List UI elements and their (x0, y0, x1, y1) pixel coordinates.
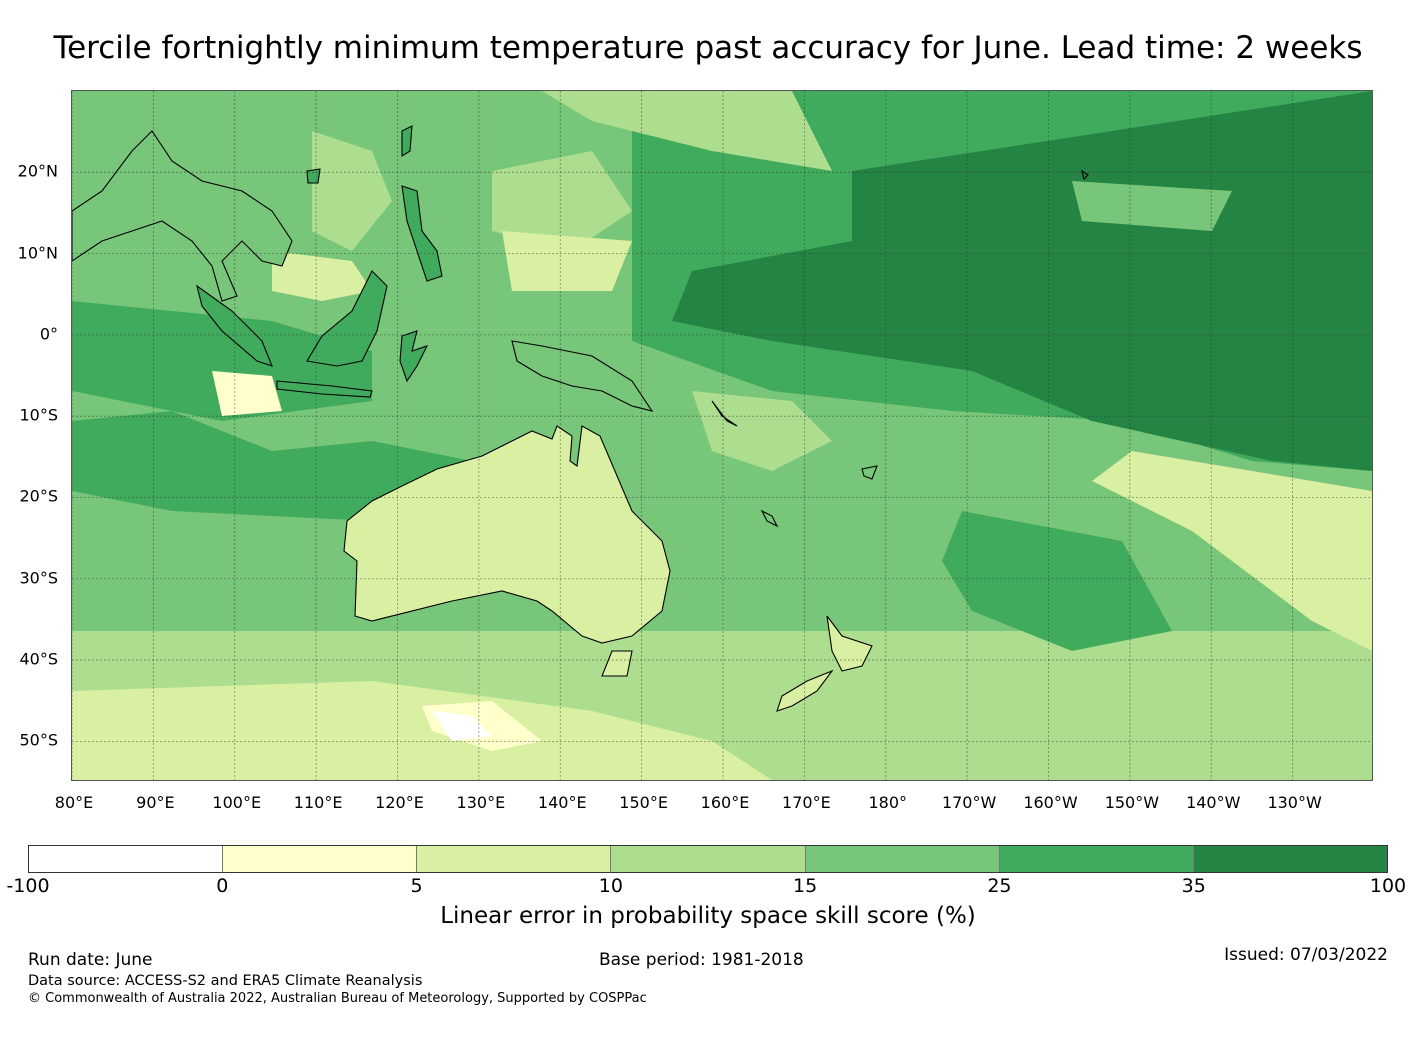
colorbar-tick: 25 (987, 875, 1012, 897)
base-period: Base period: 1981-2018 (599, 950, 804, 970)
map-title: Tercile fortnightly minimum temperature … (53, 30, 1363, 66)
colorbar-tick: 5 (410, 875, 423, 897)
philippine-sea-patch (492, 151, 632, 251)
solomon-islands (711, 400, 738, 427)
sulawesi (399, 330, 429, 383)
lon-label-130e: 130°E (456, 793, 506, 812)
lat-label-50s: 50°S (19, 730, 58, 750)
fiji (861, 465, 878, 480)
colorbar-label: Linear error in probability space skill … (440, 903, 976, 929)
colorbar-tick: 15 (793, 875, 818, 897)
java (276, 380, 373, 398)
philippines (401, 185, 443, 282)
lat-label-40s: 40°S (19, 649, 58, 669)
southern-ocean-negative (432, 711, 492, 741)
skill-score-map (71, 90, 1373, 781)
lat-label-30s: 30°S (19, 568, 58, 588)
colorbar-segment (1193, 846, 1387, 872)
colorbar-tick: 100 (1369, 875, 1407, 897)
new-zealand-north (826, 615, 873, 672)
graticule (72, 91, 1372, 780)
southern-ocean-low (72, 681, 772, 780)
lon-label-140w: 140°W (1186, 793, 1241, 812)
colorbar-tick: 0 (216, 875, 229, 897)
south-china-sea-patch (272, 251, 372, 301)
colorbar-tick: -100 (6, 875, 50, 897)
colorbar-tick: 10 (598, 875, 623, 897)
colorbar-tick: 35 (1181, 875, 1206, 897)
hawaii-region-patch (1072, 181, 1232, 231)
tasmania (601, 650, 633, 677)
colorbar-segment (805, 846, 1000, 872)
java-low-patch (212, 371, 282, 416)
lon-label-80e: 80°E (54, 793, 94, 812)
lat-label-0: 0° (39, 324, 58, 344)
north-pacific-patch (542, 91, 832, 171)
lon-label-110e: 110°E (293, 793, 343, 812)
colorbar-segment (29, 846, 224, 872)
lat-label-10s: 10°S (19, 405, 58, 425)
lon-label-150w: 150°W (1104, 793, 1160, 812)
lon-label-90e: 90°E (136, 793, 175, 812)
lat-label-20n: 20°N (17, 161, 58, 181)
data-source: Data source: ACCESS-S2 and ERA5 Climate … (28, 973, 423, 989)
coral-sea-patch (692, 391, 832, 471)
run-date: Run date: June (28, 950, 153, 970)
taiwan (401, 125, 413, 157)
lon-label-170w: 170°W (941, 793, 997, 812)
lon-label-140e: 140°E (537, 793, 587, 812)
lat-label-20s: 20°S (19, 486, 58, 506)
lon-label-120e: 120°E (375, 793, 424, 812)
copyright: © Commonwealth of Australia 2022, Austra… (28, 991, 647, 1006)
lat-label-10n: 10°N (17, 243, 58, 263)
colorbar-segment (999, 846, 1194, 872)
colorbar-segment (611, 846, 806, 872)
new-guinea (511, 340, 654, 412)
borneo (306, 270, 388, 367)
south-pacific-low (1092, 451, 1372, 651)
lon-label-150e: 150°E (619, 793, 668, 812)
issued-date: Issued: 07/03/2022 (1224, 945, 1388, 965)
lon-label-100e: 100°E (212, 793, 262, 812)
lon-label-160w: 160°W (1023, 793, 1078, 812)
lon-label-170e: 170°E (782, 793, 831, 812)
new-caledonia (760, 509, 779, 528)
philippine-sea-low (502, 231, 632, 291)
sumatra (196, 284, 273, 367)
lon-label-180: 180° (868, 793, 908, 812)
tasman-east-high (942, 511, 1172, 651)
skill-fields (72, 91, 1372, 780)
southeast-asia-mainland (72, 130, 293, 302)
mainland-sea-patch (312, 131, 392, 251)
colorbar (28, 845, 1388, 873)
map-canvas (72, 91, 1372, 780)
lon-label-160e: 160°E (700, 793, 750, 812)
pacific-very-high (672, 91, 1372, 471)
hawaii (1081, 169, 1089, 181)
lon-label-130w: 130°W (1267, 793, 1322, 812)
colorbar-segment (223, 846, 418, 872)
australia (343, 425, 671, 644)
hainan (306, 168, 321, 184)
colorbar-segment (417, 846, 612, 872)
